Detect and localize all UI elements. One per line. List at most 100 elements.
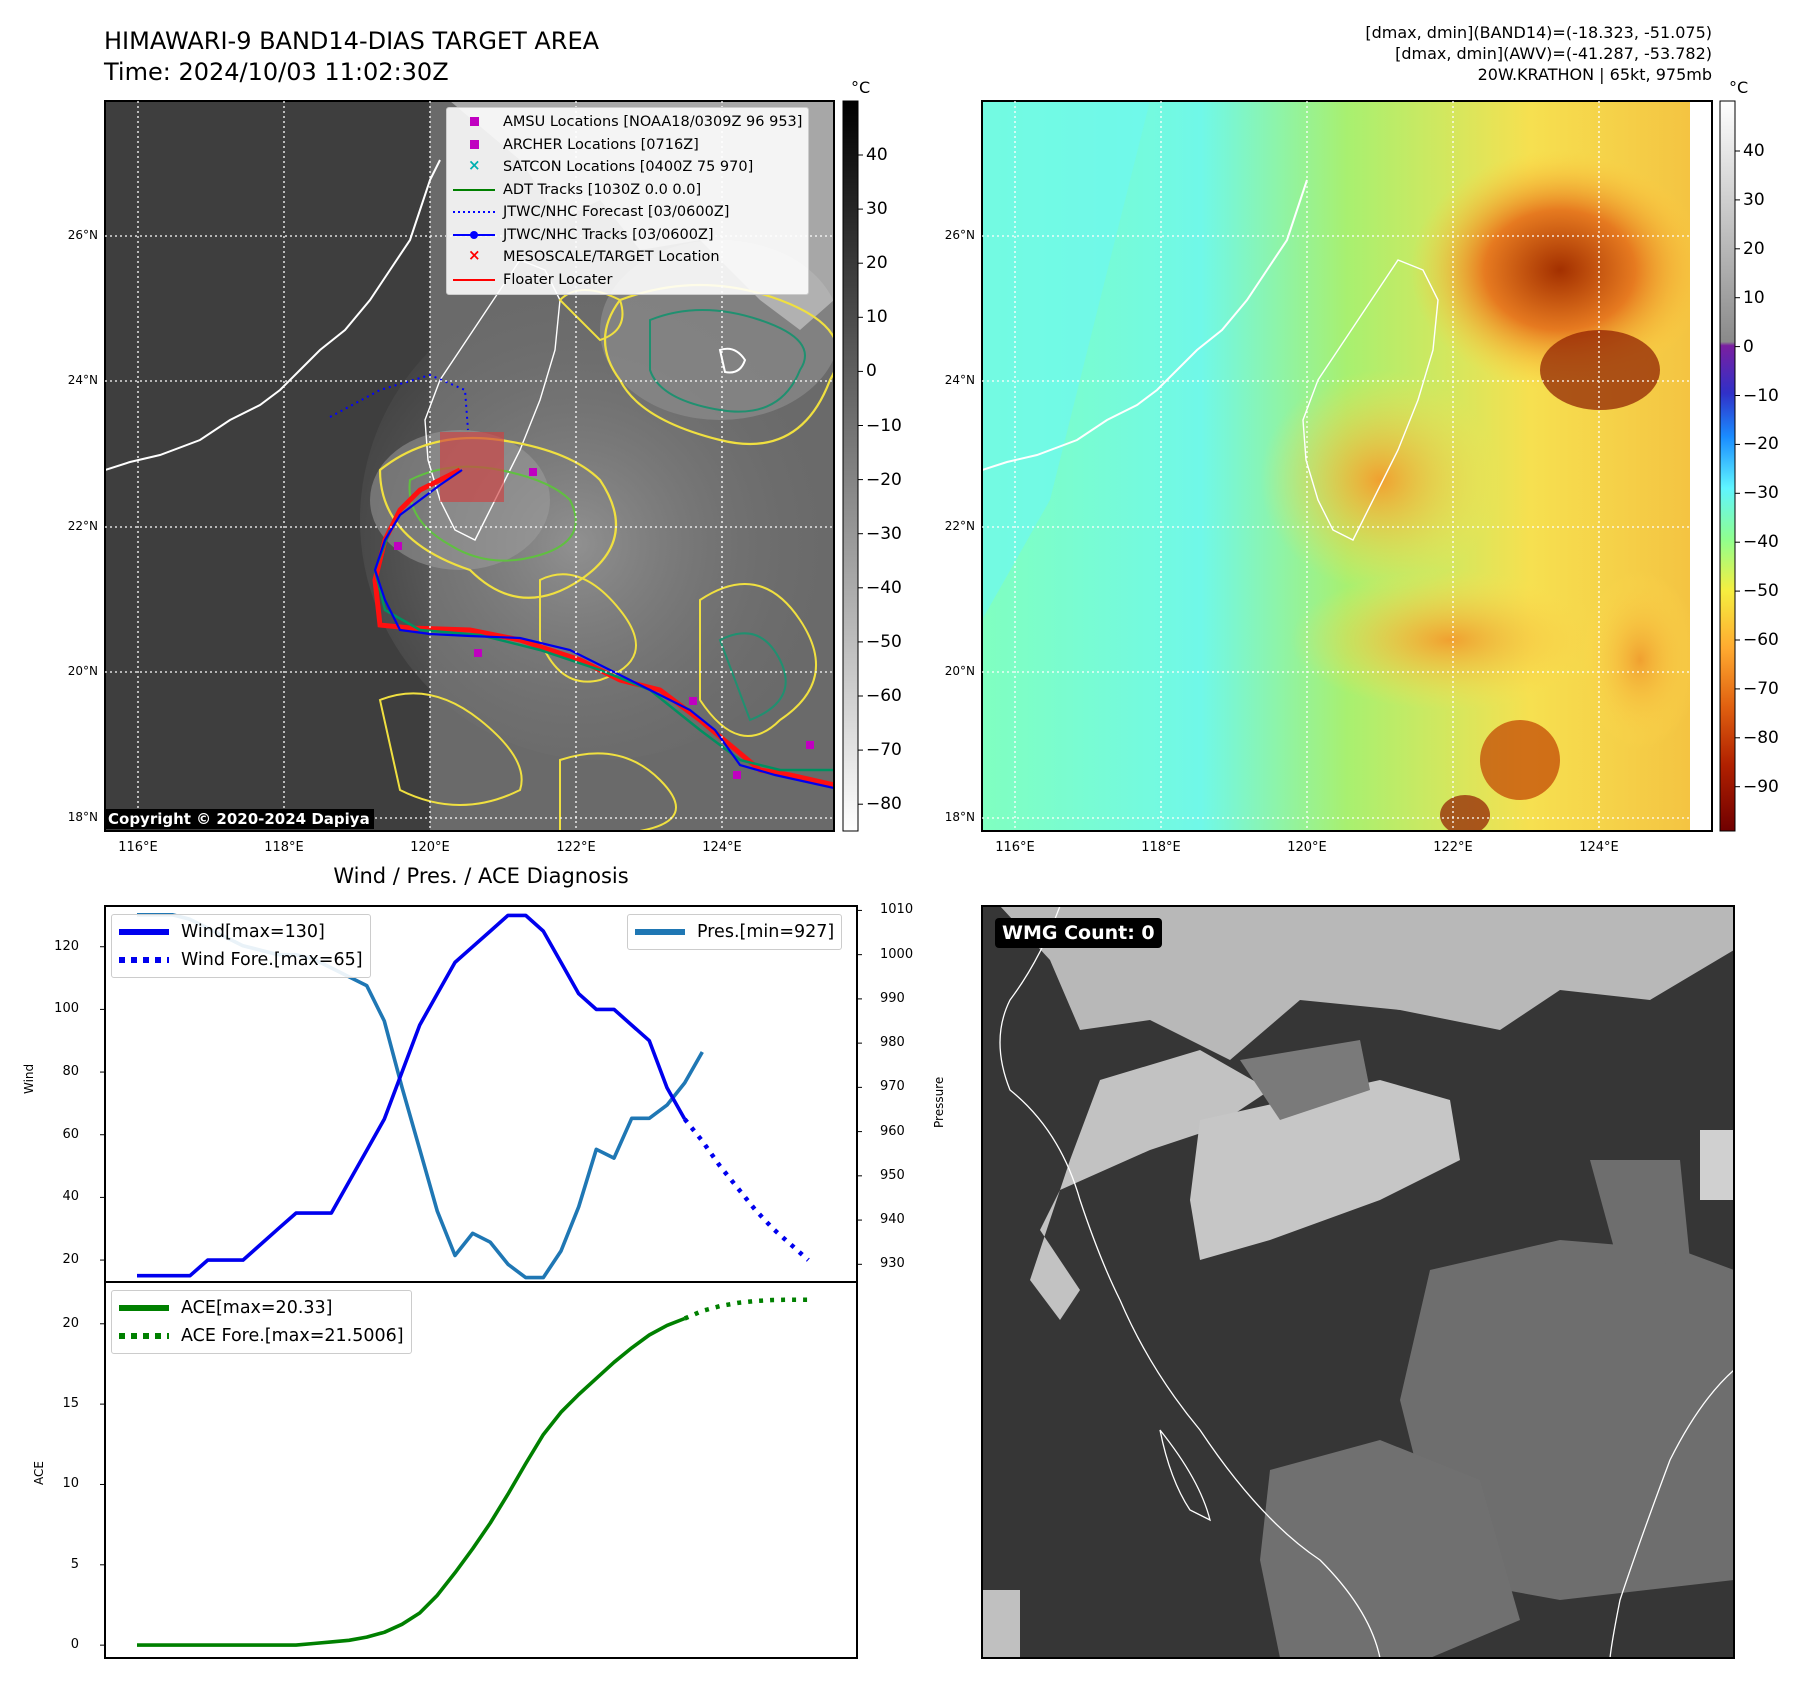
colorbar-left [842, 100, 859, 832]
colorbar-left-tick: 20 [866, 253, 888, 274]
legend-entry: × SATCON Locations [0400Z 75 970] [453, 156, 802, 179]
wind-forecast-line [682, 1117, 810, 1262]
colorbar-left-tick: −20 [866, 469, 902, 490]
pres-legend-label: Pres.[min=927] [697, 922, 835, 942]
colorbar-right-tick: −10 [1743, 385, 1779, 406]
wv-lat-tick: 20°N [944, 664, 975, 678]
archer-marker [394, 542, 402, 550]
diagnosis-title: Wind / Pres. / ACE Diagnosis [333, 864, 629, 888]
ir-lat-tick: 26°N [67, 228, 98, 242]
ir-lon-tick: 122°E [556, 840, 596, 855]
chart-layer [100, 101, 1740, 1647]
pres-tick: 990 [880, 990, 905, 1006]
wv-lon-tick: 120°E [1287, 840, 1327, 855]
legend-symbol-square [453, 116, 495, 128]
ace-tick: 10 [62, 1476, 79, 1492]
ir-lat-tick: 18°N [67, 810, 98, 824]
wv-lon-tick: 118°E [1141, 840, 1181, 855]
ir-lat-tick: 24°N [67, 373, 98, 387]
ace-ylabel: ACE [32, 1461, 46, 1485]
wv-map-frame [981, 100, 1713, 832]
pres-legend: Pres.[min=927] [627, 914, 843, 950]
legend-entry: JTWC/NHC Forecast [03/0600Z] [453, 201, 802, 224]
ace-tick: 20 [62, 1315, 79, 1331]
colorbar-right-tick: 0 [1743, 336, 1754, 357]
legend-label: MESOSCALE/TARGET Location [503, 249, 720, 266]
legend-label: AMSU Locations [NOAA18/0309Z 96 953] [503, 114, 803, 131]
ir-lat-tick: 22°N [67, 519, 98, 533]
legend-symbol-x: × [468, 156, 481, 175]
figure-title: HIMAWARI-9 BAND14-DIAS TARGET AREA [104, 27, 600, 55]
pres-legend-line [635, 929, 685, 935]
wind-fore-legend-label: Wind Fore.[max=65] [181, 950, 363, 970]
colorbar-left-tick: 10 [866, 307, 888, 328]
ir-map-markers [394, 468, 814, 779]
wind-legend-line [119, 929, 169, 935]
archer-marker [689, 697, 697, 705]
legend-label: ARCHER Locations [0716Z] [503, 136, 699, 153]
wind-tick: 40 [62, 1189, 79, 1205]
colorbar-right-tick: −60 [1743, 630, 1779, 650]
ace-tick: 0 [70, 1637, 79, 1653]
colorbar-right-tick: 30 [1743, 189, 1765, 210]
ace-tick: 15 [62, 1396, 79, 1412]
wv-lat-tick: 24°N [944, 373, 975, 387]
ace-legend-label: ACE[max=20.33] [181, 1298, 333, 1318]
legend-symbol-dotted [453, 206, 495, 218]
legend-symbol-line [453, 184, 495, 196]
archer-marker [806, 741, 814, 749]
colorbar-right-tick: −50 [1743, 581, 1779, 602]
pres-ylabel: Pressure [932, 1076, 946, 1128]
pres-tick: 940 [880, 1212, 905, 1228]
colorbar-left-tick: −30 [866, 523, 902, 544]
colorbar-right-tick: −70 [1743, 678, 1779, 699]
legend-entry: Floater Locater [453, 269, 802, 292]
legend-symbol-square [453, 139, 495, 151]
figure-time: Time: 2024/10/03 11:02:30Z [104, 58, 449, 86]
legend-entry: ADT Tracks [1030Z 0.0 0.0] [453, 179, 802, 202]
wind-ylabel: Wind [22, 1063, 36, 1094]
ace-tick: 5 [70, 1556, 79, 1572]
colorbar-right-tick: −30 [1743, 483, 1779, 504]
wv-lon-tick: 116°E [995, 840, 1035, 855]
ir-map-legend: AMSU Locations [NOAA18/0309Z 96 953] ARCH… [446, 107, 810, 295]
colorbar-left-tick: −60 [866, 686, 902, 706]
wmg-count-badge: WMG Count: 0 [995, 918, 1162, 948]
pres-tick: 970 [880, 1079, 905, 1095]
wv-lon-tick: 122°E [1433, 840, 1473, 855]
legend-entry: × MESOSCALE/TARGET Location [453, 246, 802, 269]
ir-lon-tick: 120°E [410, 840, 450, 855]
legend-label: SATCON Locations [0400Z 75 970] [503, 159, 754, 176]
pres-tick: 930 [880, 1256, 905, 1272]
colorbar-left-tick: −80 [866, 794, 902, 815]
ir-map-frame [104, 100, 835, 832]
colorbar-right-tick: 20 [1743, 238, 1765, 259]
ir-lon-tick: 116°E [118, 840, 158, 855]
ace-fore-legend-line [119, 1333, 169, 1339]
ir-lon-tick: 124°E [702, 840, 742, 855]
legend-symbol-x: × [468, 246, 481, 265]
colorbar-left-tick: −40 [866, 577, 902, 598]
wmg-panel [982, 906, 1734, 1658]
wind-fore-legend-line [119, 957, 169, 963]
info-band14: [dmax, dmin](BAND14)=(-18.323, -51.075) [1365, 23, 1712, 42]
pres-tick: 960 [880, 1123, 905, 1139]
colorbar-left-tick: 0 [866, 361, 877, 382]
colorbar-left-tick: −10 [866, 415, 902, 436]
info-storm: 20W.KRATHON | 65kt, 975mb [1477, 65, 1712, 84]
colorbar-left-tick: −70 [866, 740, 902, 761]
wind-tick: 100 [54, 1001, 79, 1017]
legend-label: ADT Tracks [1030Z 0.0 0.0] [503, 181, 702, 198]
ace-series-line [137, 1316, 686, 1647]
wind-series-line [137, 913, 687, 1278]
archer-marker [733, 771, 741, 779]
wind-tick: 60 [62, 1126, 79, 1142]
info-awv: [dmax, dmin](AWV)=(-41.287, -53.782) [1395, 44, 1712, 63]
legend-entry: JTWC/NHC Tracks [03/0600Z] [453, 224, 802, 247]
colorbar-right-tick: −90 [1743, 776, 1779, 797]
colorbar-right [1719, 100, 1736, 832]
colorbar-right-unit: °C [1729, 78, 1749, 97]
ir-lat-tick: 20°N [67, 664, 98, 678]
legend-label: Floater Locater [503, 271, 613, 288]
colorbar-right-tick: 40 [1743, 141, 1765, 161]
